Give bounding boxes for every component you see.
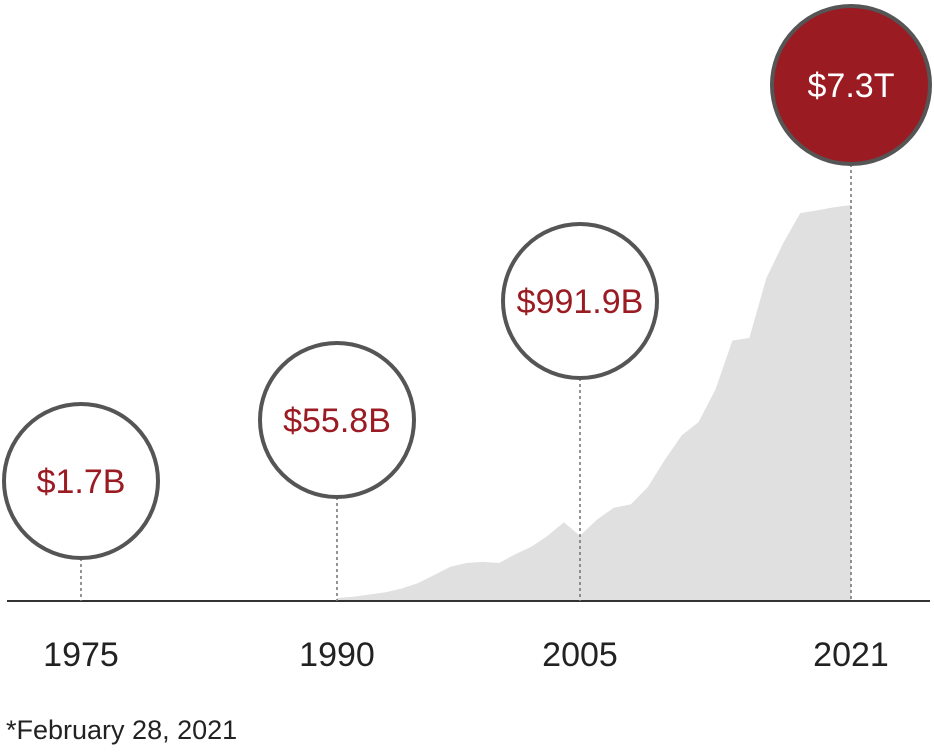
x-tick-label-1975: 1975 xyxy=(43,636,119,674)
footnote: *February 28, 2021 xyxy=(6,715,238,745)
x-tick-label-2021: 2021 xyxy=(813,636,889,674)
value-bubble-2021 xyxy=(770,4,932,166)
x-tick-label-2005: 2005 xyxy=(542,636,618,674)
value-label-2005: $991.9B xyxy=(517,283,644,321)
value-label-2021: $7.3T xyxy=(808,67,895,105)
x-tick-label-1990: 1990 xyxy=(299,636,375,674)
value-bubble-2005 xyxy=(501,222,659,380)
area-layer xyxy=(337,205,851,601)
value-bubble-1990 xyxy=(258,341,416,499)
value-bubbles: $1.7B $55.8B $991.9B $7.3T xyxy=(2,4,932,560)
area-series xyxy=(337,205,851,601)
value-label-1990: $55.8B xyxy=(283,402,391,440)
leader-lines xyxy=(80,164,852,601)
value-bubble-1975 xyxy=(2,402,160,560)
x-tick-labels: 1975 1990 2005 2021 xyxy=(43,636,889,674)
value-label-1975: $1.7B xyxy=(37,463,126,501)
